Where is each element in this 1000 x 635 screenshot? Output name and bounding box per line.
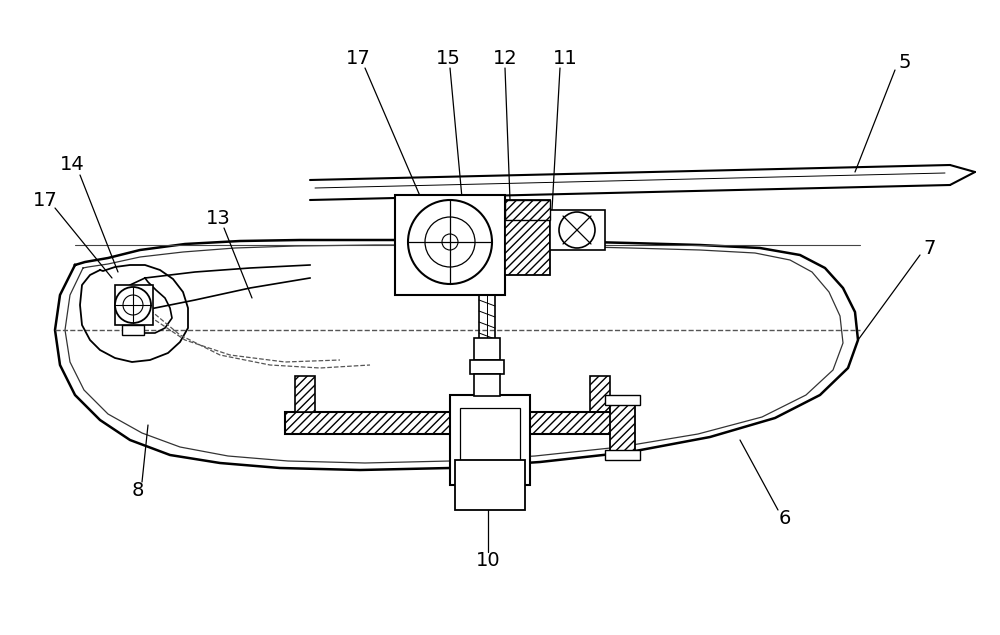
Text: 11: 11 bbox=[553, 48, 577, 67]
Bar bbox=[285, 412, 625, 434]
Circle shape bbox=[425, 217, 475, 267]
Bar bbox=[610, 398, 635, 453]
Bar bbox=[474, 338, 500, 360]
Bar bbox=[122, 325, 144, 335]
Bar bbox=[470, 360, 504, 374]
Bar bbox=[450, 395, 530, 485]
Text: 6: 6 bbox=[779, 509, 791, 528]
Bar bbox=[115, 285, 153, 325]
Bar bbox=[505, 200, 550, 220]
Circle shape bbox=[442, 234, 458, 250]
Text: 17: 17 bbox=[346, 48, 370, 67]
Bar bbox=[605, 450, 640, 460]
Bar bbox=[590, 376, 610, 412]
Circle shape bbox=[115, 287, 151, 323]
Text: 8: 8 bbox=[132, 481, 144, 500]
Circle shape bbox=[408, 200, 492, 284]
Text: 7: 7 bbox=[924, 239, 936, 258]
Bar bbox=[474, 374, 500, 396]
Bar bbox=[460, 408, 520, 473]
Text: 17: 17 bbox=[33, 190, 57, 210]
Text: 13: 13 bbox=[206, 208, 230, 227]
Bar bbox=[295, 376, 315, 412]
Bar bbox=[505, 200, 550, 275]
Text: 12: 12 bbox=[493, 48, 517, 67]
Circle shape bbox=[559, 212, 595, 248]
Text: 15: 15 bbox=[436, 48, 460, 67]
Text: 5: 5 bbox=[899, 53, 911, 72]
Circle shape bbox=[123, 295, 143, 315]
Bar bbox=[550, 210, 605, 250]
Bar bbox=[395, 195, 505, 295]
Text: 10: 10 bbox=[476, 551, 500, 570]
Bar bbox=[455, 460, 525, 510]
Bar bbox=[605, 395, 640, 405]
Text: 14: 14 bbox=[60, 156, 84, 175]
